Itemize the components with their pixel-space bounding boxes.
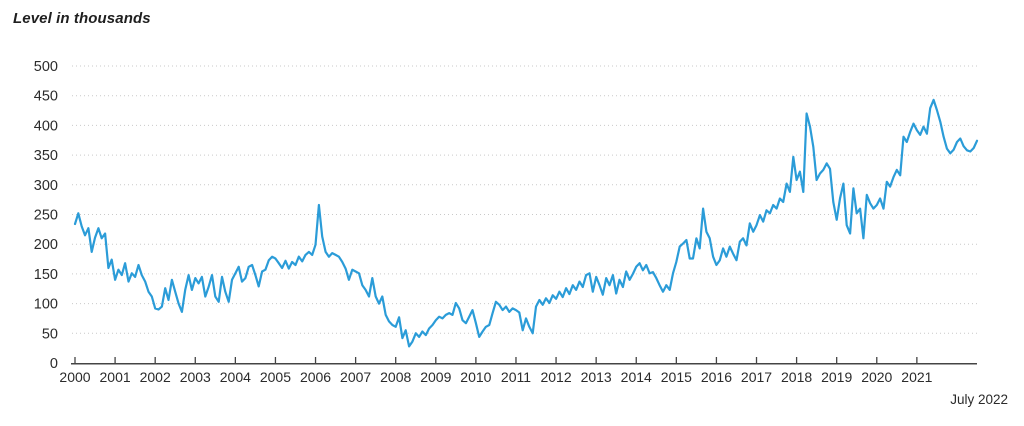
x-axis-tick-label: 2013 [581,369,612,385]
y-axis-tick-label: 100 [34,297,58,313]
y-axis-tick-label: 450 [34,89,58,105]
x-axis-tick-label: 2009 [420,369,451,385]
y-axis-tick-label: 300 [34,178,58,194]
data-series-line [73,98,979,348]
x-axis-tick-label: 2001 [100,369,131,385]
x-axis-tick-label: 2007 [340,369,371,385]
y-axis-tick-label: 150 [34,267,58,283]
axis-end-date-note: July 2022 [950,392,1008,407]
y-axis-tick-label: 400 [34,118,58,134]
chart-title: Level in thousands [13,10,151,27]
x-axis-tick-label: 2021 [901,369,932,385]
x-axis-tick-label: 2019 [821,369,852,385]
x-axis-tick-label: 2020 [861,369,892,385]
x-axis-tick-label: 2018 [781,369,812,385]
x-axis-tick-label: 2010 [460,369,491,385]
x-axis-tick-label: 2008 [380,369,411,385]
x-axis-tick-label: 2005 [260,369,291,385]
y-axis-tick-label: 250 [34,208,58,224]
y-axis-tick-label: 50 [42,326,58,342]
x-axis-tick-label: 2003 [180,369,211,385]
y-axis-tick-label: 500 [34,59,58,75]
x-axis-tick-label: 2004 [220,369,251,385]
x-axis-tick-label: 2016 [701,369,732,385]
x-axis-tick-label: 2006 [300,369,331,385]
x-axis-tick-label: 2017 [741,369,772,385]
x-axis-tick-label: 2012 [540,369,571,385]
x-axis-tick-label: 2002 [140,369,171,385]
y-axis-tick-label: 0 [50,356,58,372]
x-axis-tick-label: 2014 [621,369,652,385]
y-axis-tick-label: 350 [34,148,58,164]
x-axis-tick-label: 2015 [661,369,692,385]
x-axis-tick-label: 2011 [501,369,531,385]
y-axis-tick-label: 200 [34,237,58,253]
x-axis-tick-label: 2000 [59,369,90,385]
